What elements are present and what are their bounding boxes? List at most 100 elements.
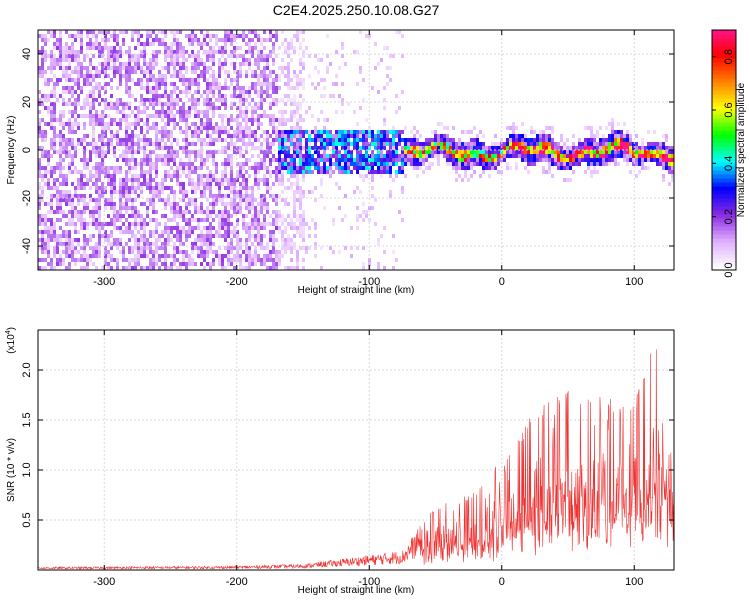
heatmap-cell	[140, 146, 143, 150]
heatmap-cell	[248, 30, 251, 34]
heatmap-cell	[431, 142, 434, 146]
heatmap-cell	[614, 142, 617, 146]
heatmap-cell	[101, 118, 104, 122]
heatmap-cell	[200, 146, 203, 150]
heatmap-cell	[38, 170, 41, 174]
heatmap-cell	[557, 162, 560, 166]
heatmap-cell	[56, 134, 59, 138]
heatmap-cell	[125, 82, 128, 86]
heatmap-cell	[527, 170, 530, 174]
heatmap-cell	[293, 70, 296, 74]
heatmap-cell	[272, 142, 275, 146]
heatmap-cell	[74, 106, 77, 110]
heatmap-cell	[377, 242, 380, 246]
heatmap-cell	[59, 58, 62, 62]
heatmap-cell	[80, 90, 83, 94]
heatmap-cell	[272, 90, 275, 94]
heatmap-cell	[233, 78, 236, 82]
heatmap-cell	[380, 158, 383, 162]
heatmap-cell	[236, 202, 239, 206]
heatmap-cell	[203, 98, 206, 102]
heatmap-cell	[593, 146, 596, 150]
heatmap-cell	[80, 258, 83, 262]
heatmap-cell	[158, 98, 161, 102]
heatmap-cell	[230, 62, 233, 66]
heatmap-cell	[224, 98, 227, 102]
heatmap-cell	[299, 134, 302, 138]
heatmap-cell	[347, 138, 350, 142]
heatmap-cell	[194, 166, 197, 170]
heatmap-cell	[158, 254, 161, 258]
heatmap-cell	[236, 54, 239, 58]
heatmap-cell	[80, 142, 83, 146]
heatmap-cell	[194, 54, 197, 58]
heatmap-cell	[77, 58, 80, 62]
heatmap-cell	[89, 42, 92, 46]
heatmap-cell	[116, 34, 119, 38]
heatmap-cell	[416, 150, 419, 154]
heatmap-cell	[50, 170, 53, 174]
heatmap-cell	[203, 218, 206, 222]
heatmap-cell	[206, 206, 209, 210]
heatmap-cell	[143, 222, 146, 226]
heatmap-cell	[203, 194, 206, 198]
heatmap-cell	[92, 30, 95, 34]
heatmap-cell	[230, 38, 233, 42]
heatmap-cell	[302, 238, 305, 242]
heatmap-cell	[671, 166, 674, 170]
heatmap-cell	[464, 150, 467, 154]
heatmap-cell	[308, 166, 311, 170]
heatmap-cell	[461, 162, 464, 166]
heatmap-cell	[200, 158, 203, 162]
heatmap-cell	[83, 66, 86, 70]
heatmap-cell	[575, 154, 578, 158]
heatmap-cell	[530, 130, 533, 134]
heatmap-cell	[50, 230, 53, 234]
heatmap-cell	[551, 146, 554, 150]
heatmap-cell	[296, 134, 299, 138]
heatmap-cell	[155, 138, 158, 142]
heatmap-cell	[179, 54, 182, 58]
heatmap-cell	[182, 106, 185, 110]
heatmap-cell	[251, 74, 254, 78]
heatmap-cell	[182, 242, 185, 246]
heatmap-cell	[206, 154, 209, 158]
heatmap-cell	[80, 62, 83, 66]
heatmap-cell	[83, 122, 86, 126]
heatmap-cell	[98, 174, 101, 178]
heatmap-cell	[104, 254, 107, 258]
heatmap-cell	[245, 114, 248, 118]
heatmap-cell	[77, 78, 80, 82]
heatmap-cell	[245, 222, 248, 226]
colorbar-swatch	[712, 90, 736, 95]
heatmap-cell	[110, 246, 113, 250]
heatmap-cell	[170, 58, 173, 62]
heatmap-cell	[521, 158, 524, 162]
heatmap-cell	[290, 58, 293, 62]
heatmap-cell	[248, 90, 251, 94]
heatmap-cell	[134, 30, 137, 34]
heatmap-cell	[608, 134, 611, 138]
heatmap-cell	[350, 226, 353, 230]
heatmap-cell	[257, 166, 260, 170]
heatmap-cell	[173, 206, 176, 210]
heatmap-cell	[59, 46, 62, 50]
heatmap-cell	[341, 142, 344, 146]
heatmap-cell	[116, 38, 119, 42]
heatmap-cell	[641, 162, 644, 166]
heatmap-cell	[203, 190, 206, 194]
heatmap-cell	[590, 126, 593, 130]
heatmap-cell	[320, 134, 323, 138]
heatmap-cell	[62, 174, 65, 178]
heatmap-cell	[152, 234, 155, 238]
heatmap-cell	[170, 202, 173, 206]
heatmap-cell	[326, 54, 329, 58]
heatmap-cell	[218, 254, 221, 258]
heatmap-cell	[230, 126, 233, 130]
colorbar-swatch	[712, 54, 736, 59]
heatmap-cell	[176, 182, 179, 186]
heatmap-cell	[344, 142, 347, 146]
heatmap-cell	[119, 138, 122, 142]
heatmap-cell	[230, 250, 233, 254]
heatmap-cell	[434, 146, 437, 150]
